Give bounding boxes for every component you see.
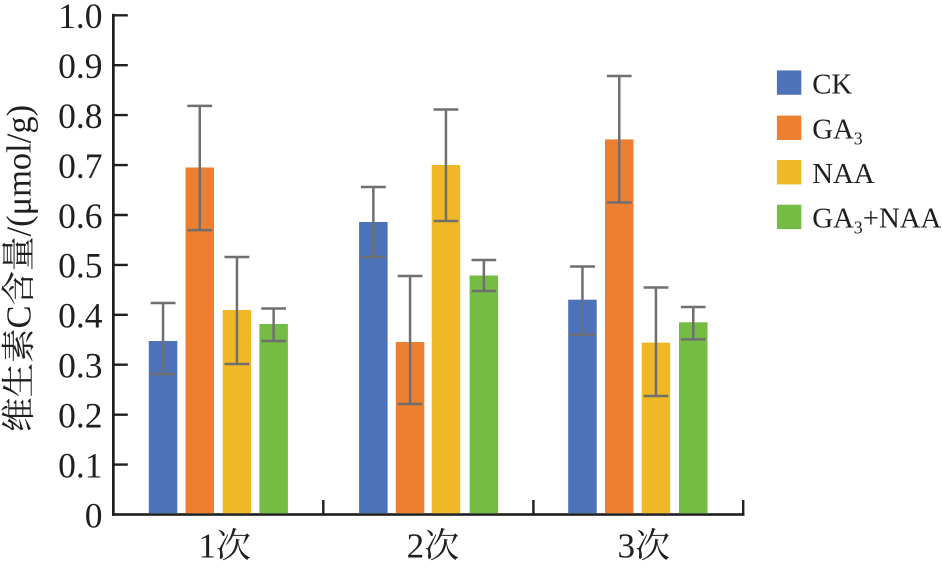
svg-text:/(μmol/g): /(μmol/g)	[1, 105, 39, 237]
svg-text:C: C	[1, 305, 39, 328]
svg-text:0.6: 0.6	[58, 196, 102, 236]
svg-text:NAA: NAA	[812, 158, 875, 190]
svg-text:2: 2	[407, 527, 425, 566]
svg-text:0: 0	[85, 495, 103, 535]
svg-text:0.1: 0.1	[58, 445, 102, 485]
svg-text:0.5: 0.5	[58, 246, 102, 286]
svg-text:0.4: 0.4	[58, 296, 103, 336]
svg-text:CK: CK	[812, 69, 852, 101]
svg-text:0.7: 0.7	[58, 146, 102, 186]
svg-text:0.9: 0.9	[58, 46, 102, 86]
svg-text:3: 3	[618, 527, 636, 566]
svg-text:0.2: 0.2	[58, 396, 102, 436]
svg-text:GA3+NAA: GA3+NAA	[812, 203, 941, 238]
svg-text:0.3: 0.3	[58, 346, 102, 386]
svg-text:0.8: 0.8	[58, 96, 102, 136]
svg-text:1.0: 1.0	[58, 0, 102, 36]
svg-text:1: 1	[198, 527, 216, 566]
